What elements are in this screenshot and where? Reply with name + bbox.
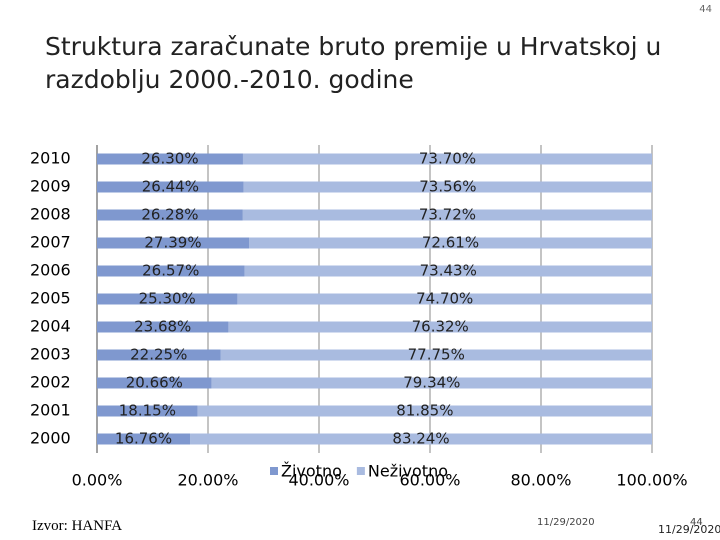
y-tick-label: 2006 [30, 261, 71, 280]
bar-segment [244, 265, 652, 277]
y-tick-label: 2007 [30, 233, 71, 252]
value-label: 76.32% [412, 318, 469, 336]
value-label: 72.61% [422, 234, 479, 252]
x-tick-label: 20.00% [177, 471, 238, 490]
value-label: 20.66% [126, 374, 183, 392]
y-tick-label: 2003 [30, 345, 71, 364]
value-label: 26.28% [141, 206, 198, 224]
bar-segment [97, 349, 221, 361]
legend-label: Životno [281, 462, 342, 481]
value-label: 26.57% [142, 262, 199, 280]
value-label: 18.15% [119, 402, 176, 420]
x-tick-label: 0.00% [72, 471, 123, 490]
x-tick-label: 100.00% [616, 471, 687, 490]
bar-segment [228, 321, 652, 333]
bar-segment [242, 209, 652, 221]
value-label: 16.76% [115, 430, 172, 448]
value-label: 73.70% [419, 150, 476, 168]
x-tick-label: 60.00% [399, 471, 460, 490]
value-label: 74.70% [416, 290, 473, 308]
bar-segment [220, 349, 653, 361]
value-label: 83.24% [392, 430, 449, 448]
bar-segment [190, 433, 652, 445]
value-label: 77.75% [408, 346, 465, 364]
value-label: 22.25% [130, 346, 187, 364]
bar-segment [197, 405, 653, 417]
value-label: 25.30% [139, 290, 196, 308]
bar-segment [97, 405, 198, 417]
x-tick-label: 40.00% [288, 471, 349, 490]
y-tick-label: 2008 [30, 205, 71, 224]
value-label: 73.72% [419, 206, 476, 224]
bar-segment [97, 321, 229, 333]
legend-swatch [356, 467, 365, 475]
value-label: 73.43% [420, 262, 477, 280]
bar-segment [97, 209, 243, 221]
date: 11/29/2020 [537, 517, 595, 528]
bar-segment [97, 433, 191, 445]
y-tick-label: 2010 [30, 149, 71, 168]
y-tick-label: 2009 [30, 177, 71, 196]
y-tick-label: 2000 [30, 429, 71, 448]
page-number: 44 [699, 4, 712, 15]
bar-segment [211, 377, 652, 389]
value-label: 23.68% [134, 318, 191, 336]
bar-segment [249, 237, 652, 249]
y-tick-label: 2004 [30, 317, 71, 336]
bar-segment [97, 181, 244, 193]
value-label: 79.34% [403, 374, 460, 392]
bar-segment [237, 293, 653, 305]
value-label: 81.85% [396, 402, 453, 420]
bar-segment [242, 153, 652, 165]
bar-segment [97, 265, 245, 277]
value-label: 27.39% [144, 234, 201, 252]
footer-date: 11/29/2020 [658, 523, 720, 536]
value-label: 26.44% [142, 178, 199, 196]
value-label: 26.30% [141, 150, 198, 168]
bar-segment [243, 181, 652, 193]
bar-segment [97, 237, 250, 249]
source: Izvor: HANFA [32, 518, 123, 534]
legend-label: Neživotno [368, 462, 448, 481]
y-tick-label: 2002 [30, 373, 71, 392]
legend-swatch [270, 467, 278, 475]
chart-title: Struktura zaračunate bruto premije u Hrv… [45, 32, 662, 94]
bar-segment [97, 377, 212, 389]
value-label: 73.56% [419, 178, 476, 196]
y-tick-label: 2005 [30, 289, 71, 308]
y-tick-label: 2001 [30, 401, 71, 420]
x-tick-label: 80.00% [510, 471, 571, 490]
bar-segment [97, 153, 243, 165]
bar-segment [97, 293, 238, 305]
footer-page: 44 [690, 517, 703, 528]
